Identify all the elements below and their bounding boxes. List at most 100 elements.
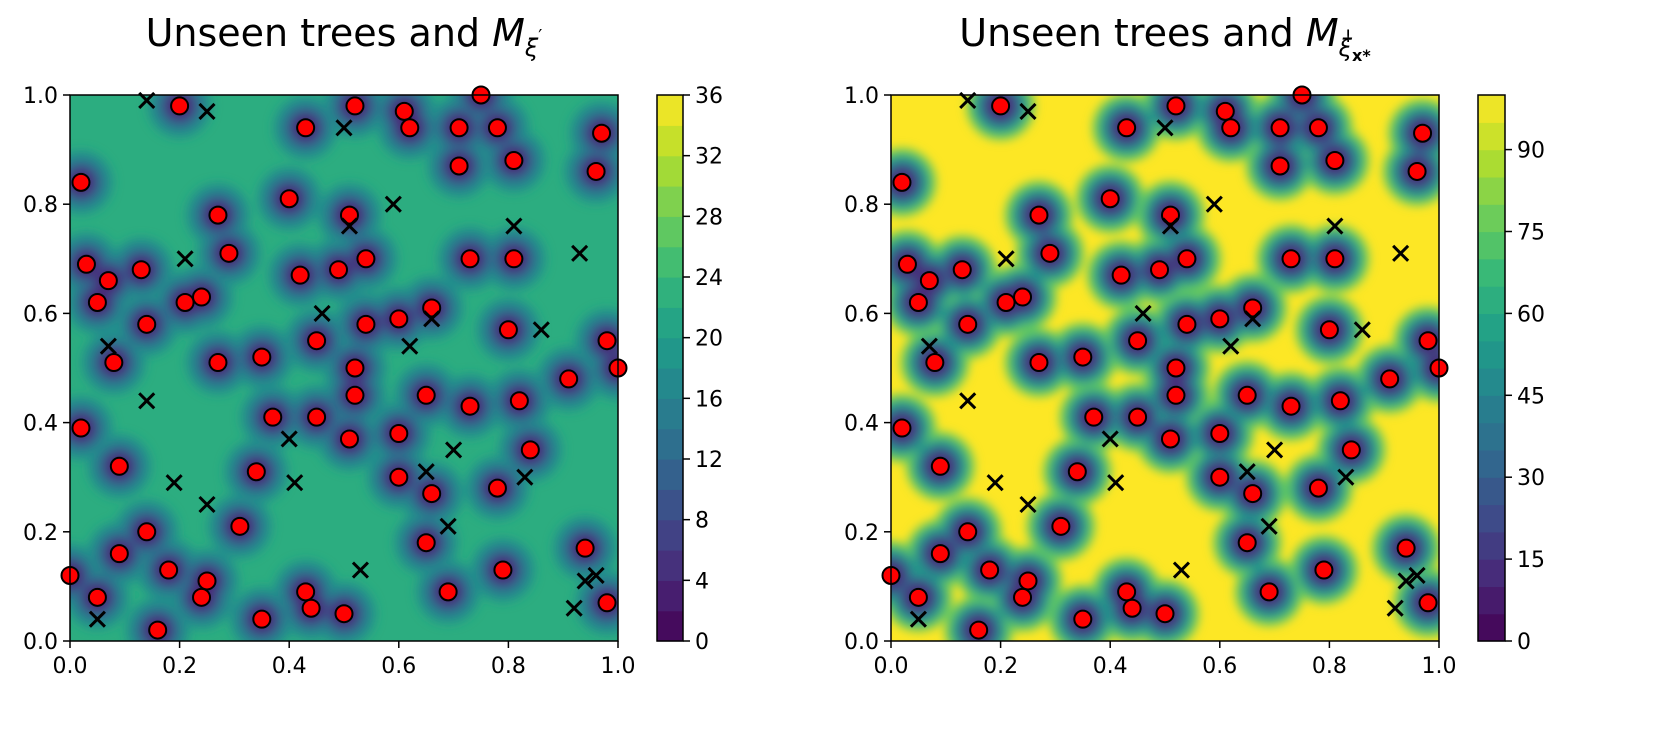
y-tick-label-1: 0.2 xyxy=(23,521,58,546)
cross-point-26 xyxy=(88,610,106,628)
cross-point-20 xyxy=(198,495,216,514)
y-tick-label-5: 1.0 xyxy=(23,84,58,109)
tree-point-24 xyxy=(422,484,442,504)
colorbar-band-5 xyxy=(1478,477,1505,506)
tree-point-55 xyxy=(958,314,978,334)
colorbar-band-7 xyxy=(1478,422,1505,451)
tree-point-66 xyxy=(1221,118,1241,138)
colorbar-tick-label-0: 0 xyxy=(1517,630,1531,655)
colorbar-band-14 xyxy=(1478,231,1505,260)
tree-point-12 xyxy=(230,516,250,536)
tree-point-21 xyxy=(389,424,409,444)
tree-point-45 xyxy=(1177,249,1197,269)
cross-point-3 xyxy=(1205,195,1223,213)
cross-point-2 xyxy=(335,119,353,137)
tree-point-23 xyxy=(416,385,436,405)
tree-point-63 xyxy=(296,118,316,138)
tree-point-73 xyxy=(586,161,606,181)
tree-point-44 xyxy=(329,260,349,280)
title-math-base: M xyxy=(1306,11,1339,55)
colorbar-tick-label-3: 45 xyxy=(1517,384,1545,409)
tree-point-10 xyxy=(301,598,321,618)
tree-point-30 xyxy=(509,391,529,411)
tree-point-63 xyxy=(1117,118,1137,138)
tree-point-67 xyxy=(449,118,469,138)
colorbar-band-0 xyxy=(657,610,683,642)
cross-point-14 xyxy=(1101,430,1119,448)
tree-point-37 xyxy=(1319,320,1339,340)
y-tick-label-2: 0.4 xyxy=(23,412,58,437)
tree-point-16 xyxy=(263,407,283,427)
cross-point-4 xyxy=(340,217,359,235)
tree-point-73 xyxy=(1407,161,1427,181)
tree-point-14 xyxy=(109,456,129,476)
tree-point-20 xyxy=(345,358,365,378)
colorbar-tick-label-7: 28 xyxy=(695,205,723,230)
tree-point-43 xyxy=(1128,331,1148,351)
tree-point-58 xyxy=(87,292,107,312)
colorbar-tick-label-1: 4 xyxy=(695,569,709,594)
tree-point-40 xyxy=(389,309,409,329)
cross-point-23 xyxy=(1408,566,1426,585)
tree-point-9 xyxy=(296,582,316,602)
cross-point-13 xyxy=(959,392,977,410)
colorbar-tick-label-2: 8 xyxy=(695,509,709,534)
cross-point-25 xyxy=(565,599,583,617)
tree-point-34 xyxy=(1418,593,1438,613)
title-math-base: M xyxy=(492,11,525,55)
colorbar-tick-label-1: 15 xyxy=(1517,548,1545,573)
tree-point-49 xyxy=(208,353,228,373)
tree-point-36 xyxy=(1418,331,1438,351)
colorbar-band-12 xyxy=(1478,286,1505,314)
tree-point-32 xyxy=(1380,369,1400,389)
colorbar-band-10 xyxy=(657,307,683,339)
tree-point-29 xyxy=(1314,560,1334,580)
colorbar-band-19 xyxy=(1478,95,1505,123)
colorbar-band-2 xyxy=(1478,559,1505,587)
cross-point-24 xyxy=(1397,572,1415,590)
panel-2: 0.0 0.2 0.4 0.6 0.8 1.0 0.0 0.2 0.4 0.6 0.8 1.0 Unse… xyxy=(844,11,1545,679)
colorbar-tick-label-5: 75 xyxy=(1517,221,1545,246)
cross-point-21 xyxy=(1260,517,1278,535)
tree-point-55 xyxy=(137,314,157,334)
colorbar-tick-label-2: 30 xyxy=(1517,466,1545,491)
x-tick-label-3: 0.6 xyxy=(381,654,416,679)
colorbar-band-17 xyxy=(1478,149,1505,178)
tree-point-61 xyxy=(892,172,912,192)
tree-point-62 xyxy=(991,96,1011,116)
x-tick-label-5: 1.0 xyxy=(601,654,636,679)
cross-point-22 xyxy=(351,561,370,579)
colorbar-tick-label-9: 36 xyxy=(695,84,723,109)
colorbar-band-14 xyxy=(657,186,683,217)
cross-point-18 xyxy=(1337,468,1355,486)
tree-point-60 xyxy=(98,271,118,291)
tree-point-53 xyxy=(1013,287,1033,307)
colorbar-band-15 xyxy=(1478,204,1505,233)
cross-point-22 xyxy=(1172,561,1191,579)
title-math-sub: ξ xyxy=(524,34,539,62)
colorbar-band-8 xyxy=(1478,395,1505,424)
tree-point-22 xyxy=(1210,467,1230,487)
tree-point-39 xyxy=(1325,249,1345,269)
tree-point-8 xyxy=(1073,609,1093,629)
colorbar-band-1 xyxy=(657,580,683,612)
cross-point-5 xyxy=(505,217,523,235)
x-tick-label-0: 0.0 xyxy=(53,654,88,679)
heatmap-field xyxy=(70,95,618,641)
cross-point-5 xyxy=(1326,217,1344,235)
cross-point-17 xyxy=(1238,463,1256,481)
tree-point-38 xyxy=(1281,249,1301,269)
tree-point-11 xyxy=(334,604,354,624)
cross-point-9 xyxy=(423,310,441,328)
tree-point-59 xyxy=(76,254,96,274)
tree-point-53 xyxy=(192,287,212,307)
tree-point-72 xyxy=(592,123,612,143)
tree-point-44 xyxy=(1150,260,1170,280)
tree-point-56 xyxy=(952,260,972,280)
colorbar-tick-label-6: 24 xyxy=(695,266,723,291)
colorbar-band-15 xyxy=(657,155,683,187)
cross-point-16 xyxy=(1107,474,1125,492)
tree-point-18 xyxy=(1160,429,1180,449)
cross-point-11 xyxy=(1222,337,1240,355)
cross-point-24 xyxy=(576,572,594,590)
